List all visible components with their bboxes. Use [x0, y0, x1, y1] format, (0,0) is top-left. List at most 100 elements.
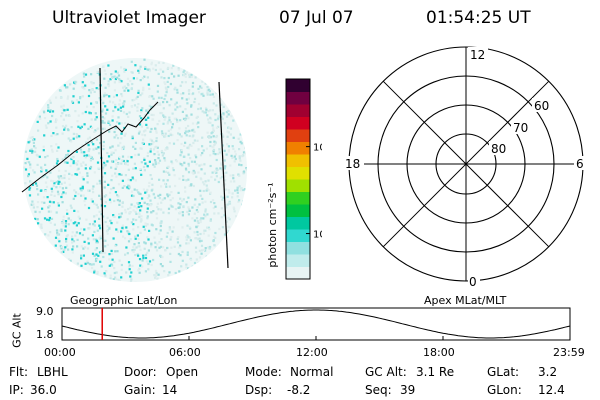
emission-point: [91, 266, 94, 270]
emission-point: [203, 111, 206, 114]
emission-point: [156, 84, 160, 87]
emission-point: [191, 81, 195, 85]
emission-point: [131, 176, 134, 179]
emission-point: [77, 125, 80, 128]
emission-point: [159, 68, 162, 71]
emission-point: [198, 164, 201, 167]
emission-point: [72, 87, 75, 90]
emission-point: [91, 82, 94, 85]
emission-point: [186, 269, 189, 272]
emission-point: [123, 185, 126, 188]
longitude-line-2: [218, 81, 229, 269]
emission-point: [179, 163, 182, 166]
emission-point: [55, 211, 58, 214]
emission-point: [113, 199, 116, 203]
emission-point: [231, 196, 234, 199]
emission-point: [126, 230, 129, 233]
emission-point: [123, 89, 126, 92]
emission-point: [142, 254, 145, 257]
emission-point: [68, 114, 71, 117]
emission-point: [117, 278, 120, 281]
emission-point: [126, 252, 129, 255]
emission-point: [195, 163, 198, 166]
emission-point: [244, 188, 247, 191]
emission-point: [162, 107, 165, 110]
emission-point: [236, 187, 239, 190]
emission-point: [104, 105, 107, 108]
emission-point: [114, 172, 117, 175]
emission-point: [71, 231, 74, 234]
emission-point: [67, 149, 70, 153]
emission-point: [49, 221, 52, 224]
emission-point: [185, 179, 188, 182]
emission-point: [143, 157, 146, 160]
emission-point: [122, 86, 125, 89]
emission-point: [106, 160, 109, 163]
emission-point: [90, 73, 93, 76]
date-label: 07 Jul 07: [279, 8, 354, 28]
emission-point: [50, 145, 53, 148]
meridian-diag-2: [382, 80, 550, 248]
emission-point: [187, 97, 190, 100]
emission-point: [182, 70, 185, 74]
emission-point: [202, 149, 205, 152]
emission-point: [130, 278, 133, 281]
emission-point: [170, 205, 173, 208]
emission-point: [212, 239, 215, 243]
emission-point: [92, 223, 95, 226]
emission-point: [68, 172, 71, 175]
emission-point: [166, 231, 169, 235]
emission-point: [191, 206, 194, 209]
emission-point: [133, 104, 137, 107]
emission-point: [157, 194, 160, 197]
emission-point: [39, 117, 42, 120]
emission-point: [157, 273, 160, 276]
emission-point: [237, 137, 240, 140]
emission-point: [205, 108, 208, 111]
emission-point: [188, 134, 191, 138]
emission-point: [88, 89, 91, 92]
emission-point: [185, 71, 189, 74]
emission-point: [103, 186, 106, 189]
emission-point: [152, 67, 155, 70]
emission-point: [177, 74, 180, 77]
emission-point: [121, 95, 124, 98]
emission-point: [155, 273, 158, 277]
emission-point: [143, 228, 146, 231]
emission-point: [149, 143, 153, 146]
emission-point: [236, 195, 239, 198]
emission-point: [176, 88, 179, 91]
emission-point: [56, 149, 59, 152]
emission-point: [164, 249, 167, 252]
emission-point: [163, 157, 166, 160]
emission-point: [66, 97, 69, 100]
emission-point: [152, 193, 155, 196]
emission-point: [55, 119, 58, 122]
emission-point: [60, 105, 63, 108]
colorbar-segment: [286, 241, 310, 255]
emission-point: [135, 246, 138, 249]
emission-point: [202, 232, 205, 235]
emission-point: [104, 86, 107, 89]
emission-point: [168, 193, 171, 196]
emission-point: [88, 263, 92, 266]
emission-point: [57, 202, 60, 205]
emission-point: [136, 234, 139, 237]
emission-point: [199, 220, 202, 224]
emission-point: [104, 73, 107, 76]
emission-point: [102, 144, 105, 147]
emission-point: [196, 139, 199, 142]
emission-point: [212, 129, 215, 132]
emission-point: [81, 86, 84, 89]
emission-point: [184, 127, 188, 130]
emission-point: [213, 170, 216, 173]
emission-point: [120, 93, 123, 96]
emission-point: [34, 210, 37, 213]
emission-point: [126, 160, 129, 163]
emission-point: [121, 201, 124, 204]
emission-point: [35, 153, 38, 156]
emission-point: [45, 169, 48, 172]
emission-point: [27, 173, 30, 176]
emission-point: [190, 105, 193, 108]
emission-point: [54, 133, 57, 136]
